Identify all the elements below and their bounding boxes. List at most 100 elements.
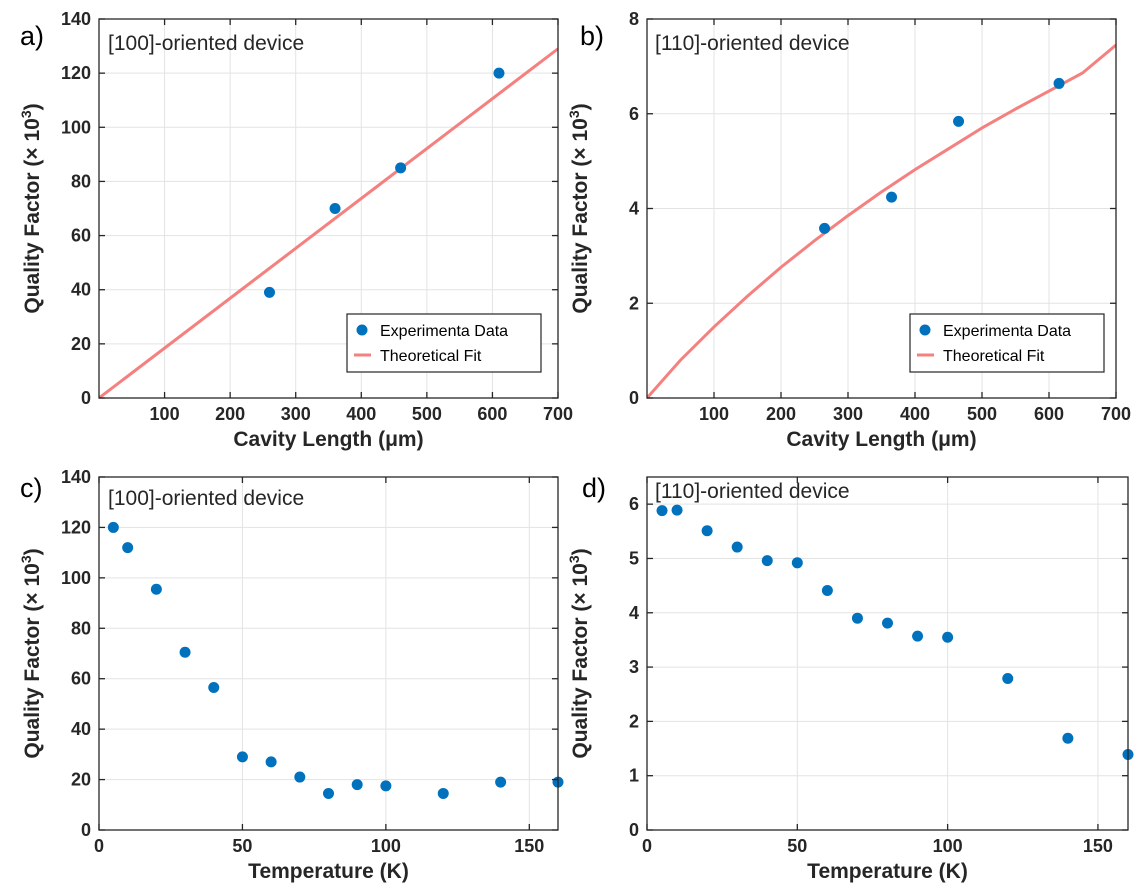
y-tick-label: 140	[61, 9, 91, 29]
legend-label: Theoretical Fit	[943, 348, 1045, 365]
y-tick-label: 0	[629, 388, 639, 408]
y-axis-title: Quality Factor (× 103)	[18, 103, 44, 313]
x-tick-label: 100	[150, 404, 180, 424]
y-axis-title-superscript: 3	[18, 110, 34, 118]
x-tick-label: 100	[371, 836, 401, 856]
y-tick-label: 2	[629, 293, 639, 313]
data-point	[122, 542, 134, 554]
data-point	[208, 682, 220, 694]
x-tick-label: 0	[642, 836, 652, 856]
y-axis-title-main: Quality Factor (× 10	[569, 118, 592, 313]
y-axis-title-main: Quality Factor (× 10	[21, 118, 44, 313]
data-point	[1002, 672, 1014, 684]
fit-line	[647, 43, 1116, 398]
y-tick-label: 120	[61, 517, 91, 537]
legend-marker-scatter	[356, 324, 368, 336]
legend: Experimenta Data Theoretical Fit	[346, 313, 542, 373]
data-point	[493, 67, 505, 79]
panel-d: 0 50 100 150 0 1 2 3 4 5 6 Temperature (K) Quality F…	[566, 473, 1134, 883]
y-tick-label: 140	[61, 467, 91, 487]
legend-label: Theoretical Fit	[380, 348, 482, 365]
data-point	[819, 222, 831, 234]
x-axis-title: Temperature (K)	[807, 860, 968, 883]
plot-area	[99, 477, 558, 830]
data-point	[179, 646, 191, 658]
data-point	[395, 162, 407, 174]
data-point	[495, 776, 507, 788]
legend-label: Experimenta Data	[943, 323, 1071, 340]
data-point	[351, 779, 363, 791]
data-point	[912, 630, 924, 642]
y-tick-label: 40	[71, 280, 91, 300]
device-annotation: [100]-oriented device	[108, 32, 304, 55]
y-axis-title-superscript: 3	[18, 555, 34, 563]
data-point	[1053, 77, 1065, 89]
y-tick-label: 80	[71, 171, 91, 191]
y-tick-label: 6	[629, 494, 639, 514]
y-tick-label: 100	[61, 568, 91, 588]
y-axis-title-close: )	[569, 103, 592, 110]
y-tick-label: 80	[71, 618, 91, 638]
data-point	[380, 780, 392, 792]
data-point	[150, 583, 162, 595]
data-point	[294, 771, 306, 783]
y-tick-label: 0	[629, 820, 639, 840]
data-point	[1062, 732, 1074, 744]
data-point	[263, 286, 275, 298]
y-tick-label: 100	[61, 117, 91, 137]
y-tick-label: 20	[71, 770, 91, 790]
legend-box	[346, 313, 542, 373]
device-annotation: [100]-oriented device	[108, 487, 304, 510]
data-point	[821, 585, 833, 597]
y-tick-label: 1	[629, 766, 639, 786]
y-axis-title-main: Quality Factor (× 10	[569, 563, 592, 758]
y-tick-label: 4	[629, 199, 639, 219]
x-tick-label: 200	[215, 404, 245, 424]
legend-box	[909, 313, 1105, 373]
y-tick-label: 5	[629, 548, 639, 568]
x-tick-label: 300	[281, 404, 311, 424]
data-point	[323, 787, 334, 799]
x-tick-label: 50	[787, 836, 807, 856]
y-tick-label: 4	[629, 603, 639, 623]
data-point	[329, 203, 341, 214]
data-point	[851, 612, 863, 624]
panel-label: d)	[582, 473, 606, 503]
x-tick-label: 400	[346, 404, 376, 424]
axes-frame	[98, 476, 559, 831]
y-tick-label: 20	[71, 334, 91, 354]
y-axis-title-superscript: 3	[566, 555, 582, 563]
y-tick-label: 0	[81, 820, 91, 840]
x-tick-label: 600	[477, 404, 507, 424]
data-point	[437, 787, 449, 799]
y-tick-label: 3	[629, 657, 639, 677]
x-tick-label: 300	[833, 404, 863, 424]
x-axis-title: Temperature (K)	[248, 860, 409, 883]
legend-label: Experimenta Data	[380, 323, 508, 340]
y-tick-label: 2	[629, 711, 639, 731]
data-point	[731, 541, 743, 553]
x-tick-label: 400	[900, 404, 930, 424]
legend: Experimenta Data Theoretical Fit	[909, 313, 1105, 373]
data-point	[791, 557, 803, 569]
y-tick-label: 40	[71, 719, 91, 739]
axes-frame	[98, 18, 559, 399]
data-point	[882, 617, 893, 629]
data-point	[656, 505, 668, 517]
fit-line	[99, 47, 558, 398]
x-tick-label: 700	[543, 404, 573, 424]
x-tick-label: 200	[766, 404, 796, 424]
plot-area	[647, 477, 1128, 830]
y-axis-title-main: Quality Factor (× 10	[21, 563, 44, 758]
y-tick-label: 60	[71, 226, 91, 246]
y-axis-title-superscript: 3	[566, 110, 582, 118]
x-axis-title: Cavity Length (μm)	[233, 428, 423, 451]
x-axis-title: Cavity Length (μm)	[786, 428, 976, 451]
y-axis-title-close: )	[21, 103, 44, 110]
panel-c: 0 50 100 150 0 20 40 60 80 100 120 140 Temperature (…	[18, 467, 564, 883]
panel-label: c)	[20, 473, 43, 503]
y-tick-label: 120	[61, 63, 91, 83]
x-tick-label: 150	[1083, 836, 1113, 856]
data-point	[265, 756, 277, 768]
